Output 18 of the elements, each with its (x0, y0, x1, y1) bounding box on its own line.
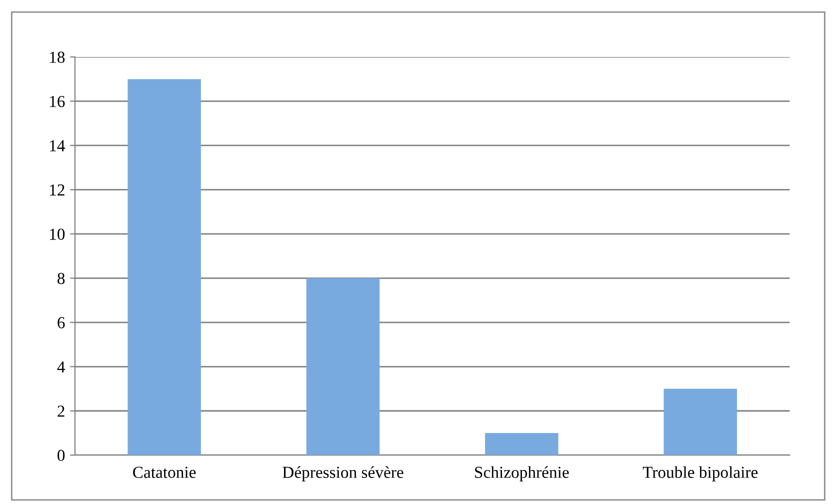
y-tick-label: 6 (58, 317, 65, 328)
y-tick-label: 18 (50, 52, 65, 63)
y-tick-label: 16 (50, 96, 65, 108)
x-tick-label: Trouble bipolaire (642, 466, 758, 482)
bar (306, 278, 380, 456)
y-tick-label: 8 (58, 272, 65, 284)
y-tick-label: 10 (50, 228, 65, 240)
x-tick-label: Catatonie (133, 466, 196, 478)
bar (664, 388, 737, 456)
bar (485, 432, 558, 456)
y-tick-label: 12 (50, 184, 64, 196)
y-tick-label: 0 (58, 450, 65, 462)
y-tick-label: 14 (50, 140, 65, 152)
y-tick-label: 2 (58, 406, 64, 417)
x-tick-label: Dépression sévère (282, 466, 404, 482)
bar (128, 79, 201, 456)
y-tick-label: 4 (57, 361, 65, 372)
x-tick-label: Schizophrénie (475, 466, 569, 482)
